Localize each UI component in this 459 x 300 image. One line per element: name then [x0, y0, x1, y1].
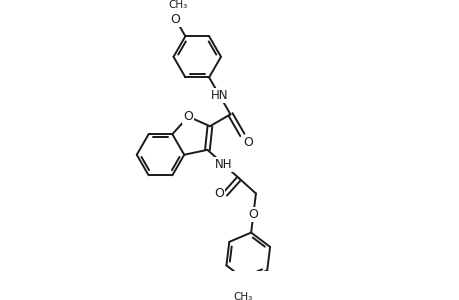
Text: HN: HN — [210, 89, 228, 102]
Text: NH: NH — [214, 158, 232, 171]
Text: CH₃: CH₃ — [168, 0, 187, 10]
Text: CH₃: CH₃ — [233, 292, 252, 300]
Text: O: O — [170, 13, 180, 26]
Text: O: O — [183, 110, 193, 123]
Text: O: O — [214, 188, 224, 200]
Text: O: O — [243, 136, 252, 149]
Text: O: O — [248, 208, 258, 221]
